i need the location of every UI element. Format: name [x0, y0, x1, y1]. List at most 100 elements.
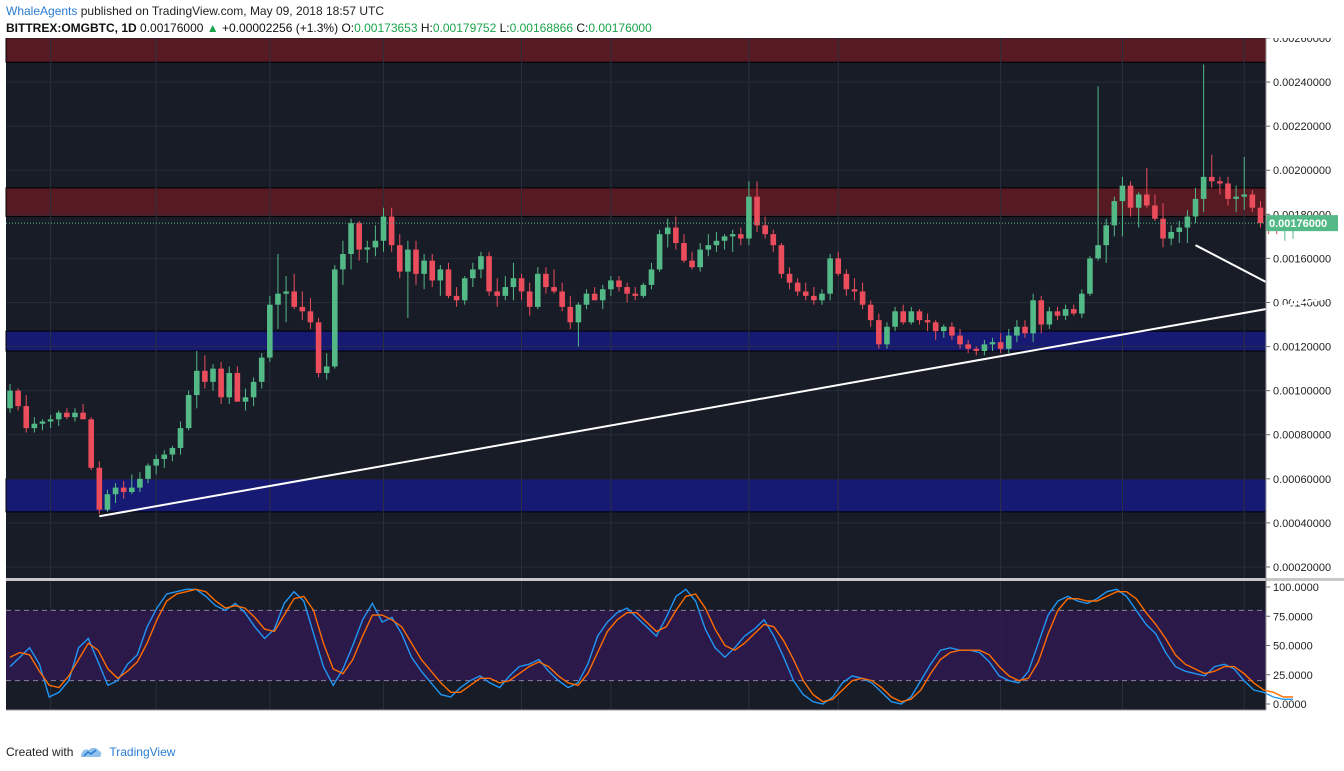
candle-up	[884, 326, 890, 345]
candle-up	[470, 269, 476, 279]
candle-up	[1135, 194, 1142, 208]
candle-down	[762, 225, 768, 235]
candle-down	[997, 342, 1004, 349]
candle-up	[250, 381, 257, 398]
published-text: published on TradingView.com, May 09, 20…	[80, 4, 385, 18]
stoch-tick-label: 0.0000	[1273, 699, 1307, 711]
support-zone-3	[5, 478, 1267, 513]
tradingview-logo-icon	[81, 747, 102, 757]
candle-down	[591, 293, 598, 301]
candle-up	[1200, 176, 1207, 199]
candle-up	[1014, 326, 1020, 336]
candle-up	[364, 247, 371, 250]
candle-up	[405, 249, 411, 272]
open-label: O:	[341, 21, 355, 35]
candle-up	[72, 412, 78, 418]
candle-up	[275, 293, 281, 305]
candle-down	[1038, 300, 1045, 325]
candle-down	[754, 196, 760, 226]
candle-down	[234, 373, 241, 402]
candle-up	[648, 269, 655, 285]
price-tick-label: 0.00100000	[1273, 386, 1331, 398]
candle-down	[120, 487, 127, 493]
candle-down	[624, 287, 630, 294]
annotation-arrow-1	[1324, 242, 1344, 292]
candle-down	[291, 291, 297, 307]
candle-down	[1127, 185, 1134, 208]
candle-down	[973, 348, 980, 351]
candle-down	[957, 335, 963, 345]
up-triangle-icon: ▲	[206, 21, 219, 35]
candle-up	[1103, 225, 1109, 246]
price-tick-label: 0.00160000	[1273, 253, 1331, 265]
trendline	[99, 294, 1344, 518]
candle-up	[47, 419, 54, 422]
candle-up	[1184, 216, 1191, 228]
last-price-tag	[1266, 215, 1338, 232]
price-tick-label: 0.00060000	[1273, 474, 1331, 486]
candle-down	[445, 269, 452, 296]
candle-up	[656, 234, 663, 270]
candle-down	[202, 370, 208, 382]
candle-up	[185, 395, 192, 429]
candle-up	[332, 269, 338, 367]
candle-down	[356, 223, 362, 250]
low-label: L:	[499, 21, 510, 35]
footer: Created with TradingView	[6, 745, 175, 759]
candle-up	[989, 342, 996, 345]
candle-down	[867, 304, 874, 321]
candle-down	[794, 282, 801, 292]
candle-down	[559, 291, 565, 307]
created-with-label: Created with	[6, 745, 74, 759]
candle-up	[348, 223, 354, 254]
candle-down	[80, 412, 86, 420]
candle-up	[323, 366, 330, 374]
high-value: 0.00179752	[432, 21, 497, 35]
candle-up	[583, 293, 590, 305]
resistance-zone-1	[5, 187, 1267, 218]
candle-up	[640, 284, 647, 296]
candle-down	[965, 344, 971, 349]
candle-up	[39, 421, 46, 424]
candle-down	[526, 291, 533, 307]
candle-down	[218, 368, 224, 398]
candle-down	[1249, 194, 1256, 208]
publish-line: WhaleAgents published on TradingView.com…	[6, 4, 384, 18]
candle-down	[453, 295, 460, 301]
candle-down	[843, 273, 850, 290]
resistance-zone-0	[5, 38, 1267, 63]
candle-down	[494, 291, 500, 296]
candle-up	[283, 291, 289, 294]
candle-down	[949, 326, 955, 336]
candle-down	[307, 311, 314, 323]
tradingview-link[interactable]: TradingView	[109, 745, 176, 759]
candle-down	[96, 467, 103, 510]
candle-down	[15, 390, 21, 407]
candle-up	[1119, 185, 1126, 202]
ohlc-legend: BITTREX:OMGBTC, 1D 0.00176000 ▲ +0.00002…	[6, 21, 652, 35]
candle-down	[673, 227, 679, 243]
candle-down	[1225, 183, 1231, 199]
candle-down	[859, 291, 866, 305]
close-label: C:	[576, 21, 589, 35]
candle-up	[129, 487, 135, 493]
price-tick-label: 0.00040000	[1273, 518, 1331, 530]
candle-up	[177, 428, 184, 448]
candle-down	[811, 295, 817, 301]
candle-up	[193, 370, 200, 396]
candle-up	[161, 454, 168, 459]
candle-up	[1005, 335, 1012, 349]
author-link[interactable]: WhaleAgents	[6, 4, 78, 18]
candle-up	[478, 256, 484, 270]
candle-up	[729, 234, 736, 237]
candle-down	[770, 234, 777, 246]
stoch-tick-label: 100.0000	[1273, 582, 1319, 594]
price-tick-label: 0.00200000	[1273, 165, 1331, 177]
candle-up	[510, 278, 517, 288]
high-label: H:	[420, 21, 433, 35]
last-price-tag-label: 0.00176000	[1269, 218, 1327, 230]
candle-down	[551, 287, 557, 292]
candle-down	[1217, 181, 1223, 184]
price-chart[interactable]: 0.00260000 0.00240000 0.00220000 0.00200000…	[0, 38, 1344, 718]
candle-up	[892, 311, 898, 327]
